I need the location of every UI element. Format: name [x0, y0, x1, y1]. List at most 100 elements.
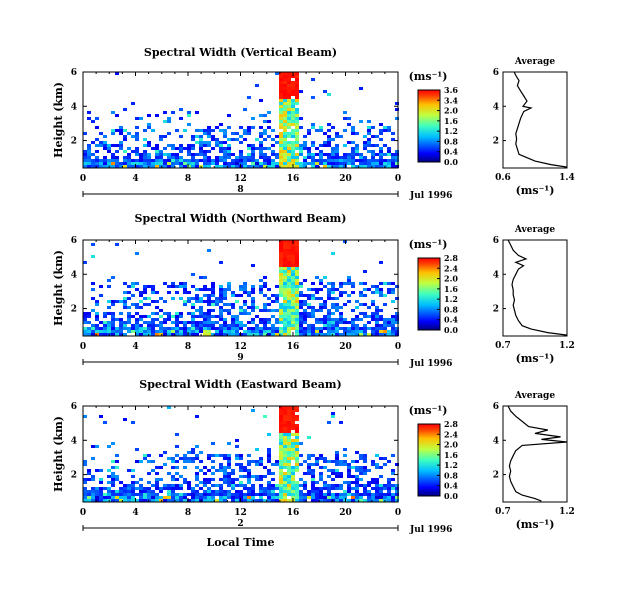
- heatmap-cell: [359, 499, 363, 502]
- heatmap-cell: [255, 333, 259, 336]
- heatmap-cell: [355, 466, 359, 469]
- heatmap-cell: [287, 75, 291, 78]
- heatmap-cell: [391, 300, 395, 303]
- heatmap-cell: [335, 472, 339, 475]
- heatmap-cell: [379, 309, 383, 312]
- heatmap-cell: [367, 490, 371, 493]
- heatmap-cell: [155, 478, 159, 481]
- heatmap-cell: [155, 144, 159, 147]
- heatmap-cell: [147, 481, 151, 484]
- heatmap-cell: [311, 481, 315, 484]
- heatmap-cell: [235, 478, 239, 481]
- heatmap-cell: [247, 147, 251, 150]
- heatmap-cell: [223, 478, 227, 481]
- heatmap-cell: [335, 135, 339, 138]
- heatmap-cell: [115, 162, 119, 165]
- heatmap-cell: [367, 493, 371, 496]
- heatmap-cell: [207, 303, 211, 306]
- heatmap-cell: [319, 150, 323, 153]
- heatmap-cell: [295, 294, 299, 297]
- heatmap-cell: [363, 499, 367, 502]
- heatmap-cell: [195, 162, 199, 165]
- heatmap-cell: [363, 472, 367, 475]
- heatmap-cell: [195, 135, 199, 138]
- heatmap-cell: [359, 327, 363, 330]
- heatmap-cell: [219, 306, 223, 309]
- heatmap-cell: [175, 315, 179, 318]
- heatmap-cell: [359, 478, 363, 481]
- heatmap-cell: [279, 484, 283, 487]
- heatmap-cell: [311, 309, 315, 312]
- heatmap-cell: [291, 424, 295, 427]
- heatmap-cell: [315, 463, 319, 466]
- date-label: Jul 1996: [409, 191, 452, 201]
- heatmap-cell: [327, 487, 331, 490]
- heatmap-cell: [127, 490, 131, 493]
- heatmap-cell: [227, 114, 231, 117]
- heatmap-cell: [367, 469, 371, 472]
- heatmap-cell: [219, 490, 223, 493]
- colorbar-tick-label: 0.8: [444, 304, 458, 314]
- heatmap-cell: [107, 445, 111, 448]
- heatmap-cell: [251, 493, 255, 496]
- heatmap-cell: [203, 129, 207, 132]
- heatmap-cell: [139, 487, 143, 490]
- heatmap-cell: [103, 141, 107, 144]
- heatmap-cell: [119, 481, 123, 484]
- heatmap-cell: [387, 162, 391, 165]
- heatmap-cell: [375, 490, 379, 493]
- x-tick-label: 20: [339, 342, 352, 352]
- heatmap-cell: [283, 123, 287, 126]
- heatmap-cell: [195, 294, 199, 297]
- heatmap-cell: [219, 478, 223, 481]
- heatmap-cell: [319, 129, 323, 132]
- heatmap-cell: [223, 162, 227, 165]
- heatmap-cell: [255, 475, 259, 478]
- heatmap-cell: [367, 129, 371, 132]
- heatmap-cell: [263, 415, 267, 418]
- heatmap-cell: [299, 150, 303, 153]
- heatmap-cell: [231, 132, 235, 135]
- heatmap-cell: [359, 303, 363, 306]
- heatmap-cell: [311, 162, 315, 165]
- heatmap-cell: [359, 120, 363, 123]
- heatmap-cell: [119, 327, 123, 330]
- heatmap-cell: [183, 466, 187, 469]
- heatmap-cell: [343, 460, 347, 463]
- heatmap-cell: [239, 327, 243, 330]
- heatmap-cell: [179, 165, 183, 168]
- heatmap-cell: [279, 255, 283, 258]
- heatmap-cell: [199, 312, 203, 315]
- heatmap-cell: [235, 159, 239, 162]
- heatmap-cell: [383, 153, 387, 156]
- heatmap-cell: [135, 499, 139, 502]
- heatmap-cell: [299, 291, 303, 294]
- average-title: Average: [514, 57, 555, 67]
- heatmap-cell: [111, 490, 115, 493]
- heatmap-cell: [199, 129, 203, 132]
- heatmap-cell: [359, 282, 363, 285]
- heatmap-cell: [111, 499, 115, 502]
- heatmap-cell: [383, 282, 387, 285]
- heatmap-cell: [231, 327, 235, 330]
- heatmap-cell: [295, 496, 299, 499]
- heatmap-cell: [203, 327, 207, 330]
- heatmap-cell: [379, 315, 383, 318]
- colorbar-tick-label: 0.4: [444, 315, 458, 325]
- heatmap-cell: [263, 159, 267, 162]
- heatmap-cell: [227, 153, 231, 156]
- heatmap-cell: [191, 138, 195, 141]
- heatmap-cell: [291, 469, 295, 472]
- heatmap-cell: [355, 478, 359, 481]
- heatmap-cell: [283, 87, 287, 90]
- heatmap-cell: [191, 162, 195, 165]
- heatmap-cell: [331, 306, 335, 309]
- heatmap-cell: [287, 475, 291, 478]
- heatmap-cell: [95, 493, 99, 496]
- heatmap-cell: [143, 159, 147, 162]
- heatmap-cell: [207, 457, 211, 460]
- heatmap-cell: [95, 162, 99, 165]
- date-label: Jul 1996: [409, 525, 452, 535]
- heatmap-cell: [91, 490, 95, 493]
- heatmap-cell: [223, 303, 227, 306]
